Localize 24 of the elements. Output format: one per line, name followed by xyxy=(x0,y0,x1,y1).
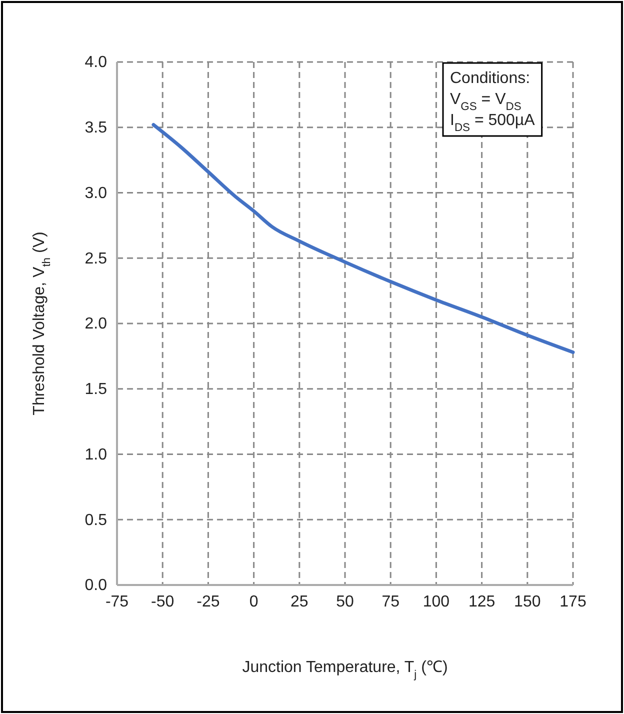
annotation: I$_{DS}$ = 500µA xyxy=(450,112,536,134)
x-tick-label: -75 xyxy=(105,593,129,610)
x-tick-label: 150 xyxy=(514,593,541,610)
x-tick-label: 50 xyxy=(336,593,354,610)
y-tick-label: 2.5 xyxy=(84,250,108,268)
y-tick-label: 3.0 xyxy=(84,184,108,202)
annotation: Conditions: xyxy=(450,70,530,87)
x-tick-label: 0 xyxy=(249,593,258,610)
y-tick-label: 1.5 xyxy=(84,380,108,398)
y-tick-label: 3.5 xyxy=(84,119,108,136)
x-axis-title: Junction Temperature, T$_{j}$ (℃) xyxy=(242,659,448,681)
y-tick-label: 2.0 xyxy=(84,316,108,333)
x-tick-label: 75 xyxy=(382,593,400,610)
x-tick-label: 125 xyxy=(468,593,496,610)
y-tick-label: 1.0 xyxy=(84,446,108,464)
x-tick-label: 100 xyxy=(422,593,450,610)
y-tick-label: 0.5 xyxy=(84,512,108,529)
annotation: V$_{GS}$ = V$_{DS}$ xyxy=(450,91,522,113)
x-tick-label: -50 xyxy=(151,593,174,610)
x-tick-label: 25 xyxy=(290,593,308,610)
x-tick-label: -25 xyxy=(196,593,220,610)
y-tick-label: 0.0 xyxy=(84,577,108,594)
y-tick-label: 4.0 xyxy=(84,54,108,72)
x-tick-label: 175 xyxy=(560,593,586,610)
